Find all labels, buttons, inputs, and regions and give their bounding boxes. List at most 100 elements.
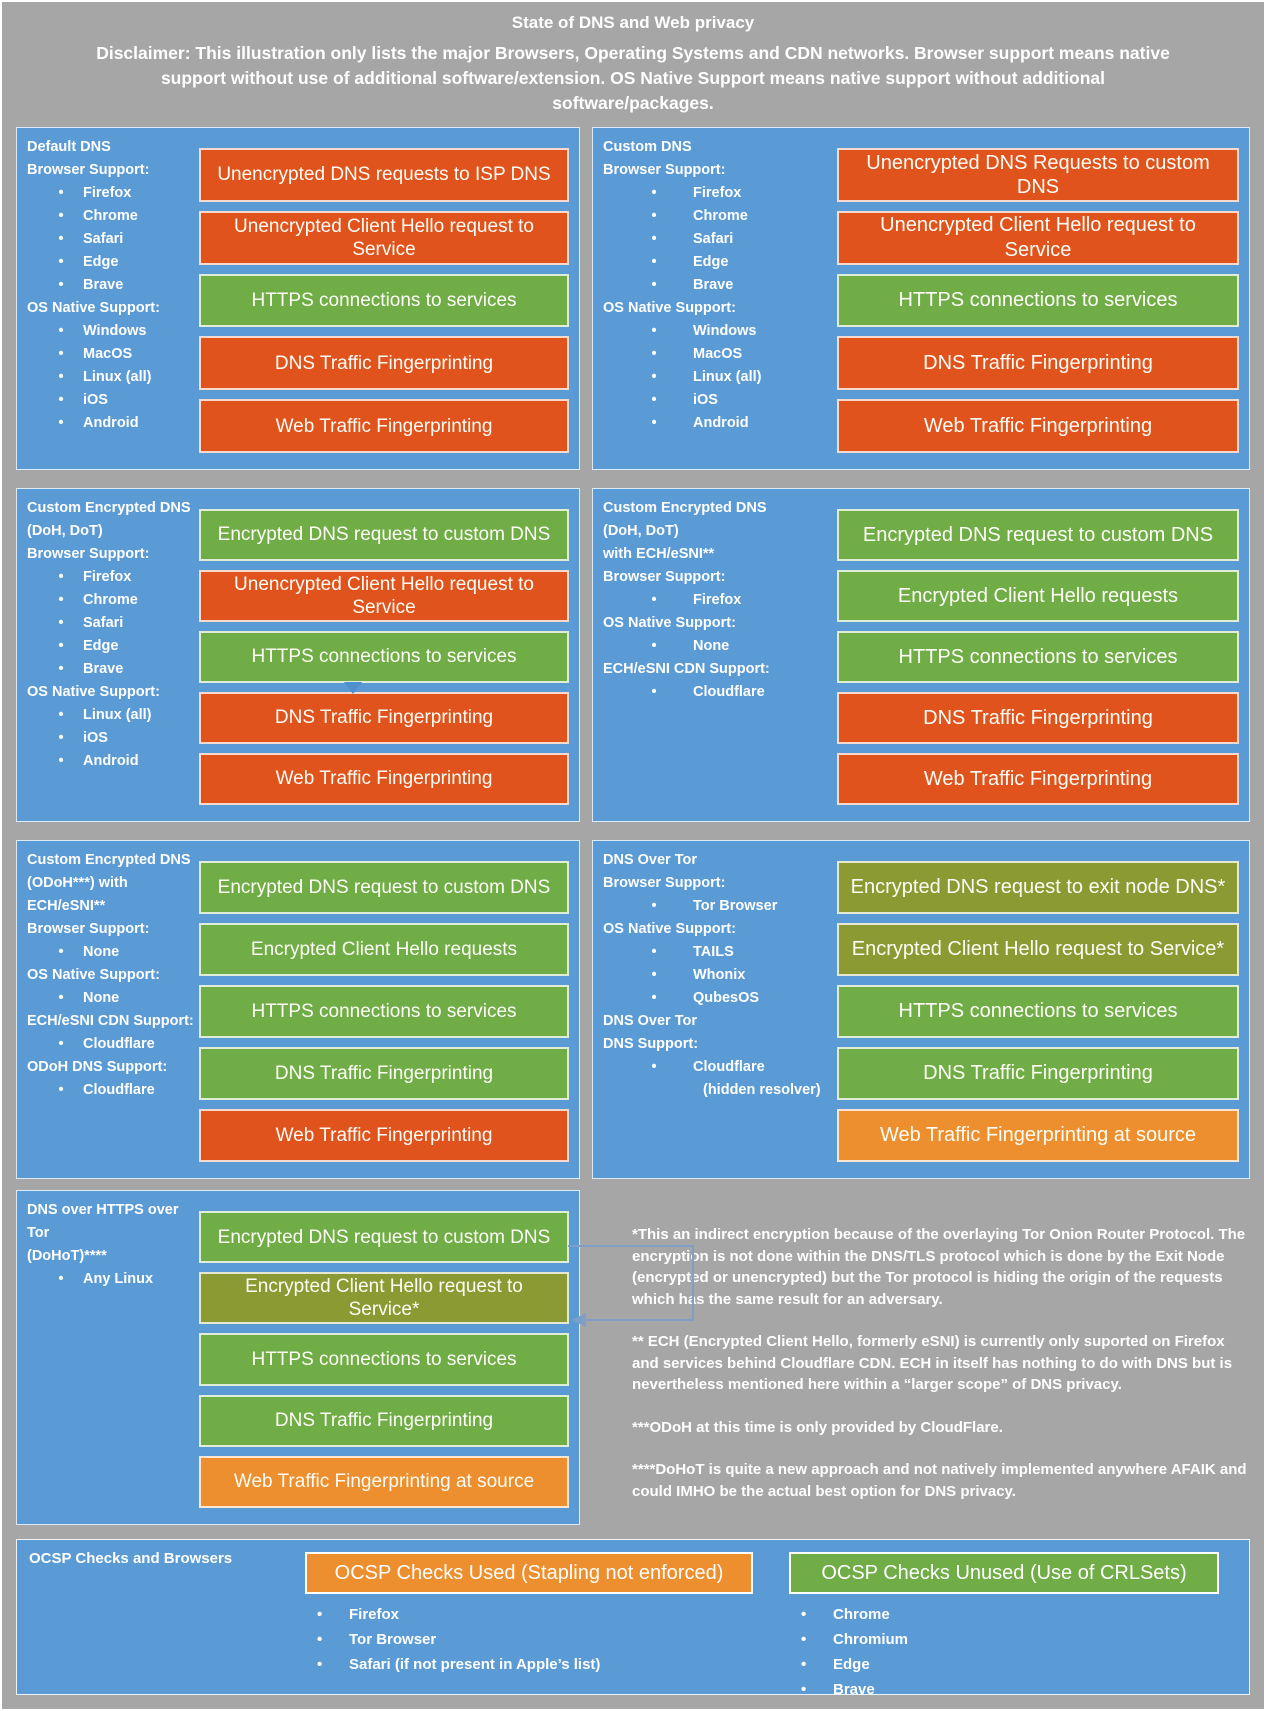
- bullet-icon: •: [58, 944, 64, 960]
- status-bar-green: HTTPS connections to services: [199, 1333, 569, 1386]
- status-bar-amber: Web Traffic Fingerprinting at source: [199, 1455, 569, 1509]
- panel-sidebar: DNS over HTTPS over Tor (DoHoT)**** • Any L…: [17, 1191, 199, 1524]
- bullet-icon: •: [58, 415, 64, 431]
- status-bar-green: DNS Traffic Fingerprinting: [837, 1047, 1239, 1100]
- sidebar-heading-line: ECH/eSNI**: [27, 898, 106, 914]
- ocsp-browser-label: Chromium: [833, 1631, 908, 1648]
- ocsp-browser-label: Tor Browser: [349, 1631, 437, 1648]
- bullet-icon: •: [651, 967, 657, 983]
- sidebar-bullet-label: Any Linux: [83, 1271, 154, 1287]
- status-bar-orange: Web Traffic Fingerprinting: [199, 1109, 569, 1162]
- sidebar-bullet-item: • Firefox: [27, 182, 197, 205]
- sidebar-bullet-label: Tor Browser: [693, 898, 778, 914]
- bullet-icon: •: [651, 346, 657, 362]
- sidebar-heading-line: Custom DNS: [603, 139, 692, 155]
- sidebar-heading-line: DNS Over Tor: [603, 1013, 698, 1029]
- bullet-icon: •: [651, 684, 657, 700]
- sidebar-bullet-label: Cloudflare: [693, 684, 765, 700]
- status-bar-green: DNS Traffic Fingerprinting: [199, 1047, 569, 1100]
- footnotes-text: *This an indirect encryption because of …: [632, 1224, 1250, 1523]
- sidebar-bullet-item: • Cloudflare: [27, 1079, 197, 1102]
- sidebar-bullet-label: Android: [83, 753, 139, 769]
- bullet-icon: •: [58, 569, 64, 585]
- ocsp-title: OCSP Checks and Browsers: [29, 1550, 233, 1567]
- sidebar-bullet-item: • Android: [27, 750, 197, 773]
- bullet-icon: •: [58, 592, 64, 608]
- sidebar-bullet-item: • Linux (all): [27, 366, 197, 389]
- sidebar-bullet-item: • MacOS: [27, 343, 197, 366]
- bullet-icon: •: [58, 277, 64, 293]
- panel-ocsp-checks: OCSP Checks and Browsers OCSP Checks Use…: [16, 1539, 1250, 1698]
- panel-custom-encrypted-dns-ech: Custom Encrypted DNS (DoH, DoT) with ECH/e…: [592, 488, 1250, 822]
- ocsp-browser-label: Brave: [833, 1681, 875, 1698]
- panel-custom-dns: Custom DNS Browser Support: • Firefox • Chrom…: [592, 127, 1250, 470]
- status-bar-orange: Unencrypted Client Hello request to Serv…: [837, 210, 1239, 265]
- status-bar-green: Encrypted Client Hello requests: [837, 570, 1239, 622]
- sidebar-bullet-label: iOS: [693, 392, 718, 408]
- sidebar-bullet-item: • MacOS: [603, 343, 835, 366]
- sidebar-bullet-item: • Cloudflare: [603, 1056, 835, 1079]
- ocsp-browser-label: Safari (if not present in Apple’s list): [349, 1656, 601, 1673]
- sidebar-bullet-item: • Firefox: [603, 182, 835, 205]
- sidebar-bullet-item: • Cloudflare: [27, 1033, 197, 1056]
- sidebar-heading-line: with ECH/eSNI**: [603, 546, 715, 562]
- panel-sidebar: Default DNS Browser Support: • Firefox • Chro…: [17, 128, 199, 469]
- status-bar-orange: Unencrypted Client Hello request to Serv…: [199, 210, 569, 265]
- sidebar-bullet-label: Linux (all): [83, 707, 152, 723]
- ocsp-browser-label: Chrome: [833, 1606, 890, 1623]
- connector-arrowhead-icon: [572, 1313, 586, 1327]
- ocsp-unused-label: OCSP Checks Unused (Use of CRLSets): [821, 1561, 1187, 1584]
- sidebar-bullet-label: None: [693, 638, 730, 654]
- status-bar-orange: Unencrypted Client Hello request to Serv…: [199, 570, 569, 622]
- bullet-icon: •: [651, 208, 657, 224]
- sidebar-bullet-label: Safari: [83, 231, 124, 247]
- sidebar-bullet-item: • Whonix: [603, 964, 835, 987]
- sidebar-bullet-item: • Firefox: [603, 589, 835, 612]
- sidebar-bullet-item: • Android: [603, 412, 835, 435]
- sidebar-heading-line: Default DNS: [27, 139, 111, 155]
- sidebar-heading-line: OS Native Support:: [603, 300, 736, 316]
- sidebar-heading-line: DNS Over Tor: [603, 852, 698, 868]
- status-bar-orange: DNS Traffic Fingerprinting: [199, 336, 569, 391]
- sidebar-bullet-item: • None: [27, 987, 197, 1010]
- bullet-icon: •: [651, 1059, 657, 1075]
- bullet-icon: •: [58, 661, 64, 677]
- bullet-icon: •: [801, 1606, 807, 1623]
- bullet-icon: •: [651, 392, 657, 408]
- sidebar-bullet-item: • Safari: [603, 228, 835, 251]
- bullet-icon: •: [58, 638, 64, 654]
- bullet-icon: •: [651, 277, 657, 293]
- panel-dns-over-tor: DNS Over Tor Browser Support: • Tor Browser…: [592, 840, 1250, 1179]
- status-bar-orange: Web Traffic Fingerprinting: [199, 753, 569, 805]
- status-bar-olive: Encrypted DNS request to exit node DNS*: [837, 861, 1239, 914]
- sidebar-bullet-label: Brave: [693, 277, 734, 293]
- sidebar-heading-line: (ODoH***) with: [27, 875, 128, 891]
- sidebar-heading-line: (DoH, DoT): [603, 523, 679, 539]
- ocsp-browser-item: • Tor Browser: [317, 1627, 600, 1652]
- bullet-icon: •: [651, 254, 657, 270]
- sidebar-bullet-item: • Edge: [27, 635, 197, 658]
- status-bar-green: Encrypted DNS request to custom DNS: [837, 509, 1239, 561]
- bullet-icon: •: [651, 231, 657, 247]
- bullet-icon: •: [651, 990, 657, 1006]
- footnote-paragraph: ***ODoH at this time is only provided by…: [632, 1418, 1003, 1436]
- sidebar-bullet-label: QubesOS: [693, 990, 760, 1006]
- sidebar-bullet-item: • Chrome: [603, 205, 835, 228]
- ocsp-browser-label: Firefox: [349, 1606, 400, 1623]
- bullet-icon: •: [317, 1656, 323, 1673]
- sidebar-bullet-label: Whonix: [693, 967, 746, 983]
- sidebar-bullet-label: Edge: [83, 254, 119, 270]
- sidebar-heading-line: DNS Support:: [603, 1036, 699, 1052]
- sidebar-bullet-label: None: [83, 990, 120, 1006]
- disclaimer-text: Disclaimer: This illustration only lists…: [96, 43, 1170, 113]
- down-triangle-artifact: [344, 682, 362, 694]
- panel-sidebar: DNS Over Tor Browser Support: • Tor Browser…: [593, 841, 837, 1178]
- sidebar-heading-line: (DoH, DoT): [27, 523, 103, 539]
- status-bar-orange: Web Traffic Fingerprinting: [199, 399, 569, 453]
- bullet-icon: •: [651, 592, 657, 608]
- bullet-icon: •: [801, 1656, 807, 1673]
- sidebar-bullet-label: iOS: [83, 730, 108, 746]
- bullet-icon: •: [651, 369, 657, 385]
- sidebar-bullet-label: Android: [83, 415, 139, 431]
- bullet-icon: •: [58, 1036, 64, 1052]
